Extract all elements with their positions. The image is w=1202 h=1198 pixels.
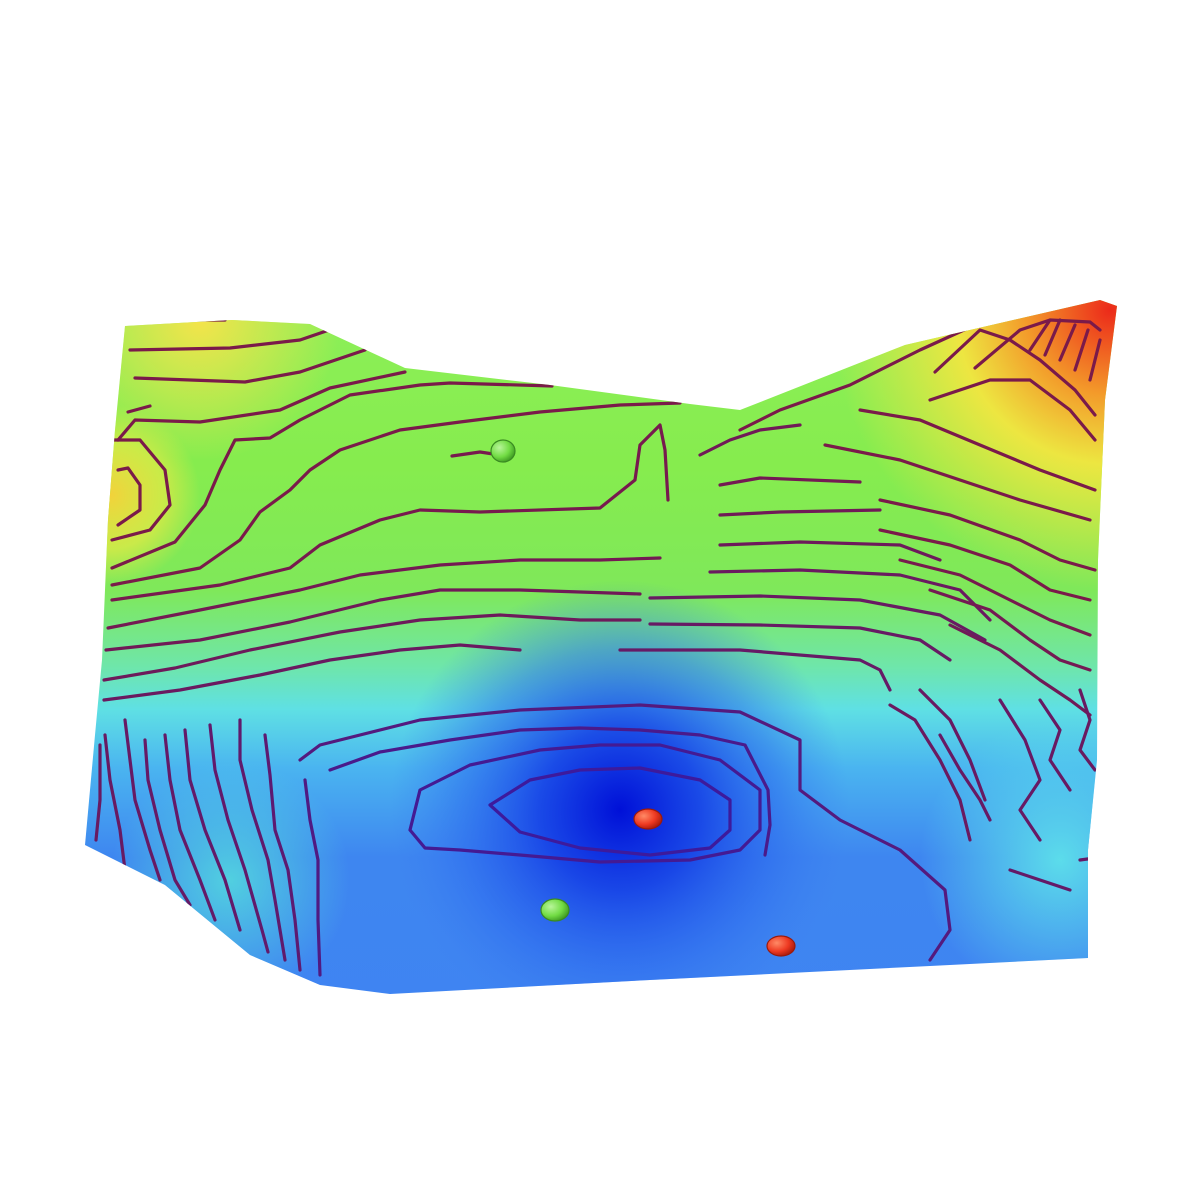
- contour-line-38: [738, 323, 977, 432]
- contour-line-25: [298, 703, 952, 962]
- contour-line-7: [110, 438, 172, 542]
- contour-line-4: [126, 404, 152, 414]
- contour-line-44: [1028, 318, 1052, 352]
- contour-line-19: [143, 738, 192, 907]
- contour-line-50: [878, 528, 1092, 602]
- contour-line-9: [110, 401, 682, 587]
- contour-line-60: [1008, 868, 1072, 892]
- contour-line-33: [718, 540, 942, 562]
- contour-line-31: [718, 476, 862, 487]
- contour-line-40: [858, 408, 1097, 492]
- contour-line-35: [648, 594, 987, 642]
- contour-line-46: [1058, 323, 1077, 362]
- green-marker-bottom[interactable]: [540, 898, 570, 922]
- contour-line-56: [938, 733, 992, 822]
- contour-line-47: [1073, 328, 1090, 372]
- contour-line-15: [102, 643, 522, 702]
- surface-mesh: [85, 300, 1117, 994]
- contour-line-34: [708, 568, 992, 622]
- contour-line-23: [238, 718, 287, 962]
- data-markers: [490, 439, 796, 957]
- contour-line-5: [116, 370, 407, 442]
- green-marker-top[interactable]: [490, 439, 516, 463]
- contour-line-54: [888, 703, 972, 842]
- contour-line-12: [106, 556, 662, 630]
- contour-line-26: [303, 778, 322, 977]
- contour-line-6: [116, 466, 142, 527]
- contour-line-27: [328, 726, 772, 857]
- red-marker-bottom[interactable]: [766, 935, 796, 957]
- contour-line-37: [618, 648, 892, 692]
- contour-line-52: [928, 588, 1092, 672]
- contour-line-21: [183, 728, 242, 932]
- contour-line-28: [408, 743, 762, 864]
- contour-line-14: [102, 613, 642, 682]
- contour-line-18: [123, 718, 162, 882]
- contour-line-49: [878, 498, 1097, 572]
- contour-line-45: [1043, 318, 1062, 357]
- contour-line-57: [998, 698, 1042, 842]
- contour-line-10: [110, 423, 670, 602]
- contour-line-13: [104, 588, 642, 652]
- contour-line-16: [94, 743, 102, 842]
- contour-line-55: [918, 688, 987, 802]
- contour-line-30: [698, 423, 802, 457]
- contour-line-59: [1078, 688, 1097, 772]
- contour-line-3: [133, 348, 367, 384]
- contour-line-41: [933, 328, 1097, 417]
- contour-lines: [94, 318, 1102, 977]
- contour-line-48: [1088, 338, 1102, 382]
- contour-line-61: [1078, 856, 1097, 862]
- contour-line-22: [208, 723, 270, 954]
- contour-line-17: [103, 733, 127, 872]
- contour-line-32: [718, 508, 882, 517]
- contour-line-39: [823, 443, 1092, 522]
- contour-line-51: [898, 558, 1092, 637]
- contour-line-20: [163, 733, 217, 922]
- contour-line-58: [1038, 698, 1072, 792]
- contour-line-36: [648, 622, 952, 662]
- contour-line-29: [488, 766, 732, 857]
- contour-line-42: [928, 378, 1097, 442]
- contour-line-53: [948, 623, 1092, 717]
- contour-line-8: [110, 381, 554, 570]
- red-marker-center[interactable]: [633, 808, 663, 830]
- contour-line-1: [128, 326, 337, 352]
- contour-line-24: [263, 733, 302, 972]
